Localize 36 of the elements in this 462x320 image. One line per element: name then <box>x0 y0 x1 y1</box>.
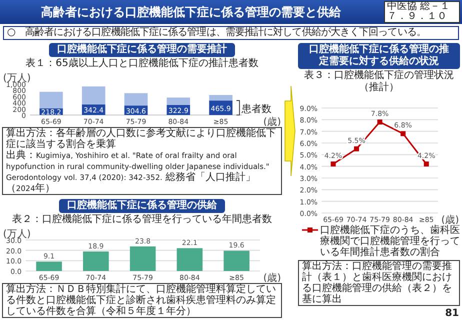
text: ○ 高齢者における口腔機能低下症に係る管理は、需要推計に対して供給が大きく下回っている。 <box>3 26 459 40</box>
y-axis-title: (万人) <box>3 229 31 240</box>
bar <box>124 93 148 106</box>
chart-subtitle: 表３：口腔機能低下症の管理状況（推計） <box>303 70 455 94</box>
text: 81 <box>445 308 459 320</box>
legend-label: 口腔機能低下症のうち、歯科医療機関で口腔機能管理を行っている年間推計患者数の割合 <box>320 225 460 258</box>
bar <box>40 92 63 108</box>
chart-subtitle: 表２：口腔機能低下症に係る管理を行っている年間患者数 <box>11 214 273 226</box>
text: 算出方法：口腔機能管理の需要推計（表１）と歯科医療機関における口腔機能管理の供給（表２）を基に算出 <box>302 261 452 305</box>
chart-title: 口腔機能低下症に係る管理の推定需要に対する供給の状況 <box>298 43 460 69</box>
bar <box>209 94 232 101</box>
point <box>424 162 429 166</box>
x-axis-title: (歳) <box>441 214 460 226</box>
bar <box>36 262 62 271</box>
y-axis-title: (万人) <box>3 73 31 84</box>
chart-title: 口腔機能低下症に係る管理の供給 <box>59 199 225 213</box>
text: ７．９．１０ <box>387 11 448 22</box>
text: 高齢者における口腔機能低下症に係る管理の需要と供給 <box>40 4 342 21</box>
bar <box>224 250 250 271</box>
bar <box>83 251 109 271</box>
text: 算出方法：ＮＤＢ特別集計にて、口腔機能管理料算定している件数と口腔機能低下症と診断され歯科疾患管理料のみ算定している件数を合算（令和５年度１年分） <box>6 284 276 317</box>
text: 中医協 総－１ <box>387 1 452 12</box>
x-axis-title: (歳) <box>263 116 282 128</box>
series-label: 患者数 <box>240 102 272 115</box>
bar <box>176 248 203 271</box>
bar <box>130 246 156 271</box>
point <box>400 131 406 136</box>
point <box>354 146 360 152</box>
chart-title: 口腔機能低下症に係る管理の需要推計 <box>49 43 235 57</box>
bar <box>82 86 106 104</box>
x-axis-title: (歳) <box>263 272 282 284</box>
text: 算出方法：各年齢層の人口数に参考文献により口腔機能低下症に該当する割合を乗算 <box>6 128 276 150</box>
bar <box>166 98 190 105</box>
point <box>377 120 382 124</box>
chart-subtitle: 表１：65歳以上人口と口腔機能低下症の推計患者数 <box>24 58 260 70</box>
point <box>330 162 336 166</box>
